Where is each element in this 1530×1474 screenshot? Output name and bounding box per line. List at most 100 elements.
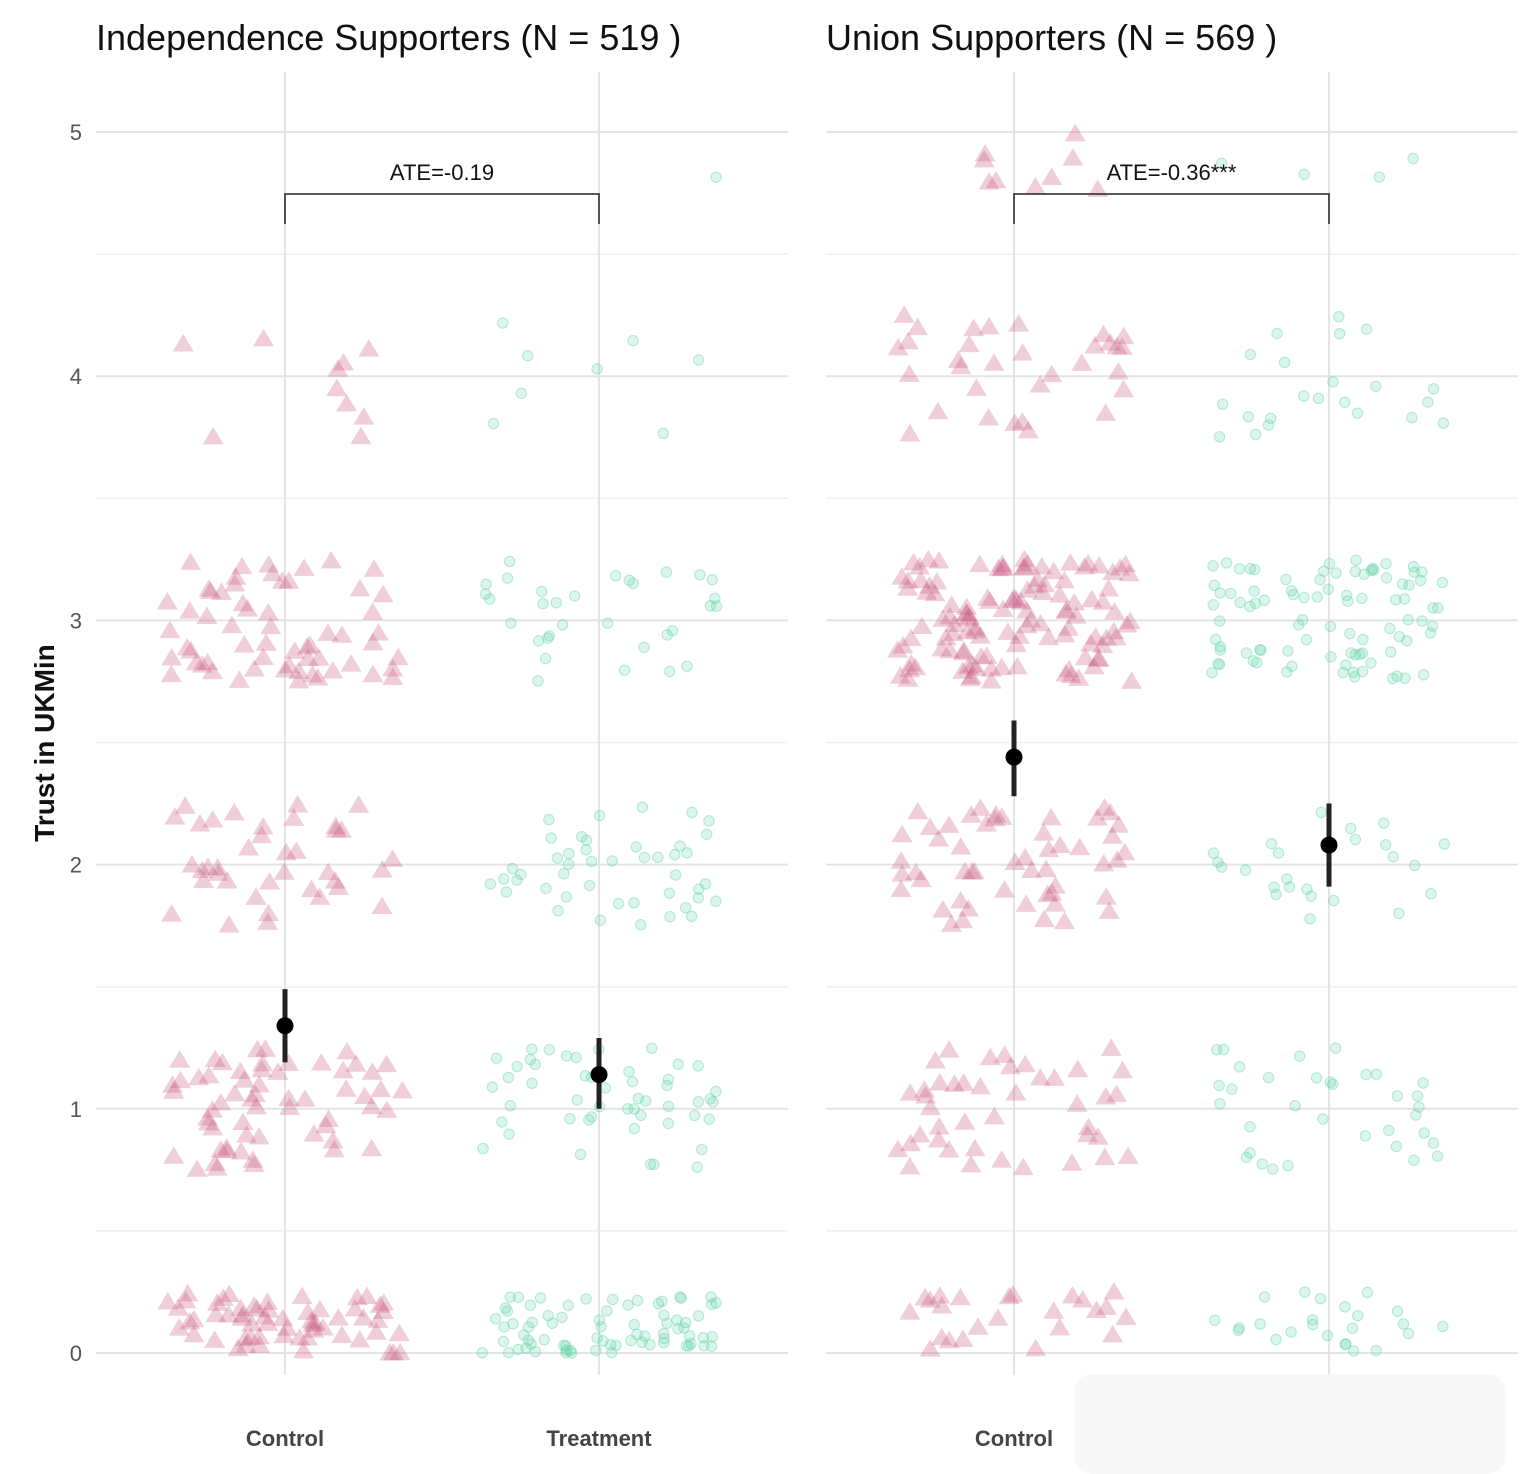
data-point-treatment <box>524 1299 537 1311</box>
data-point-treatment <box>590 1344 602 1357</box>
data-point-control <box>992 599 1014 618</box>
data-point-control <box>356 1286 378 1304</box>
panel-title: Union Supporters (N = 569 ) <box>826 17 1277 58</box>
data-point-control <box>257 1313 279 1331</box>
data-point-treatment <box>496 1116 508 1128</box>
data-point-control <box>929 1285 951 1304</box>
data-point-control <box>371 860 393 878</box>
data-point-control <box>170 1070 192 1089</box>
data-point-control <box>180 552 202 570</box>
data-point-control <box>1084 335 1106 354</box>
data-point-control <box>303 1320 325 1338</box>
data-point-treatment <box>579 1070 591 1082</box>
data-point-control <box>952 661 974 679</box>
data-point-control <box>332 1060 354 1079</box>
data-point-treatment <box>1310 1072 1323 1084</box>
data-point-treatment <box>1398 593 1411 605</box>
data-point-treatment <box>1327 1078 1339 1090</box>
data-point-control <box>327 1308 349 1326</box>
data-point-control <box>1077 553 1099 572</box>
data-point-control <box>204 1153 226 1171</box>
data-point-treatment <box>1347 1345 1360 1357</box>
data-point-control <box>382 849 404 867</box>
data-point-control <box>965 620 987 639</box>
data-point-control <box>983 1106 1005 1125</box>
data-point-treatment <box>501 1305 514 1317</box>
data-point-control <box>262 563 284 582</box>
data-point-control <box>259 871 281 890</box>
data-point-treatment <box>1213 658 1226 671</box>
data-point-treatment <box>1341 589 1353 602</box>
data-point-control <box>327 877 349 895</box>
data-point-control <box>167 1298 189 1316</box>
data-point-treatment <box>1218 1043 1230 1056</box>
data-point-control <box>957 656 979 675</box>
data-point-treatment <box>1370 1344 1382 1357</box>
data-point-control <box>919 1097 941 1116</box>
data-point-control <box>911 616 933 635</box>
data-point-control <box>1098 578 1120 597</box>
data-point-control <box>324 871 346 889</box>
data-point-treatment <box>685 1337 697 1350</box>
data-point-control <box>272 1308 294 1327</box>
data-point-control <box>1103 1282 1125 1300</box>
data-point-treatment <box>536 585 548 598</box>
data-point-control <box>315 1115 337 1134</box>
data-point-control <box>935 627 957 646</box>
ate-bracket <box>284 193 600 224</box>
data-point-control <box>202 1117 224 1136</box>
data-point-treatment <box>511 874 523 886</box>
data-point-control <box>987 1308 1009 1326</box>
data-point-control <box>1101 826 1123 844</box>
data-point-control <box>909 556 931 575</box>
data-point-control <box>317 862 339 881</box>
data-point-treatment <box>658 1337 670 1349</box>
data-point-treatment <box>652 1298 665 1310</box>
data-point-treatment <box>658 1309 670 1321</box>
data-point-control <box>1115 554 1137 573</box>
data-point-control <box>907 317 929 336</box>
data-point-control <box>283 808 305 826</box>
data-point-control <box>978 171 1000 190</box>
data-point-control <box>941 595 963 613</box>
data-point-treatment <box>1314 1293 1327 1305</box>
data-point-control <box>257 912 279 930</box>
data-point-control <box>910 570 932 589</box>
data-point-treatment <box>672 1322 684 1335</box>
data-point-treatment <box>1340 1338 1352 1350</box>
data-point-treatment <box>636 801 649 813</box>
data-point-treatment <box>1401 634 1413 647</box>
data-point-control <box>1009 626 1031 644</box>
data-point-treatment <box>606 855 619 867</box>
data-point-treatment <box>646 1042 658 1054</box>
data-point-control <box>179 601 201 619</box>
data-point-control <box>1025 1338 1047 1357</box>
data-point-control <box>1098 901 1120 919</box>
data-point-control <box>959 607 981 625</box>
data-point-control <box>353 407 375 425</box>
data-point-control <box>1087 808 1109 826</box>
data-point-control <box>899 1156 921 1175</box>
data-point-treatment <box>1301 883 1313 895</box>
data-point-control <box>897 578 919 596</box>
mean-point <box>590 1066 608 1084</box>
data-point-control <box>274 659 296 678</box>
data-point-control <box>1030 613 1052 632</box>
data-point-control <box>1034 574 1056 593</box>
data-point-treatment <box>1403 579 1415 591</box>
data-point-treatment <box>562 1299 574 1312</box>
data-point-control <box>349 1329 371 1348</box>
data-point-control <box>249 1335 271 1354</box>
y-axis-label: Trust in UKMin <box>29 644 60 842</box>
data-point-control <box>234 1328 256 1347</box>
data-point-treatment <box>1267 1163 1279 1175</box>
data-point-treatment <box>1323 557 1336 570</box>
data-point-treatment <box>1351 407 1364 419</box>
data-point-control <box>183 1324 205 1343</box>
data-point-control <box>248 1074 270 1093</box>
data-point-control <box>292 1341 314 1359</box>
data-point-treatment <box>1402 614 1414 626</box>
data-point-treatment <box>1399 672 1411 684</box>
y-tick-label: 0 <box>70 1341 82 1366</box>
data-point-treatment <box>1427 602 1439 614</box>
